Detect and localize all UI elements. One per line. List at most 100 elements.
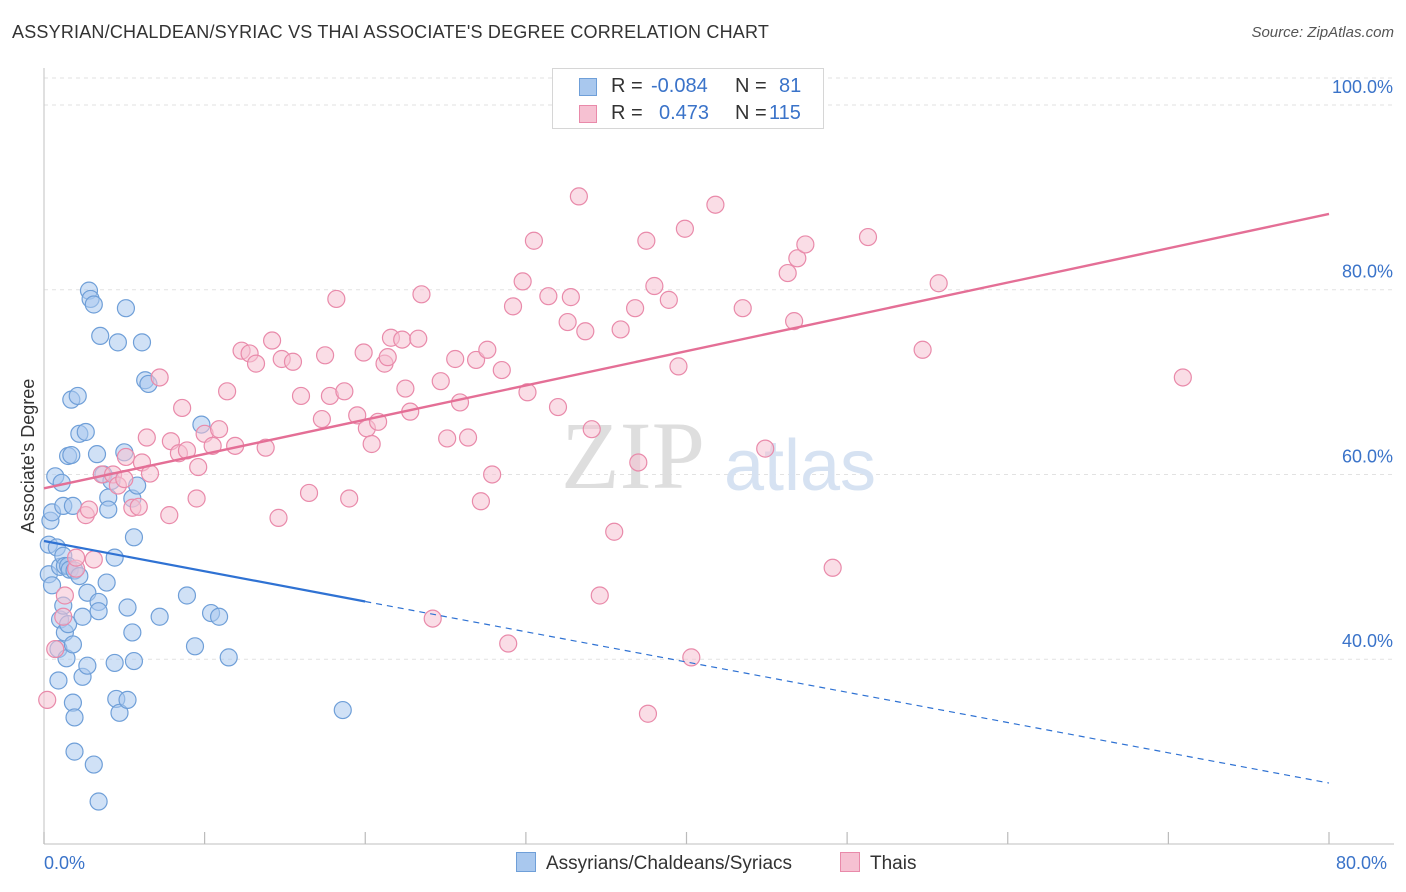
assyrians-point bbox=[76, 422, 95, 442]
assyrians-point bbox=[219, 648, 238, 667]
thais-point bbox=[209, 420, 229, 439]
bottom-legend-thais: Thais bbox=[840, 852, 916, 875]
series-thais-points bbox=[38, 187, 1192, 723]
thais-point bbox=[431, 372, 450, 391]
thais-point bbox=[611, 320, 630, 339]
assyrians-point bbox=[333, 700, 352, 720]
bottom-legend-swatch-blue bbox=[516, 852, 536, 872]
legend-swatch-pink bbox=[579, 105, 597, 123]
assyrians-point bbox=[118, 598, 137, 617]
thais-point bbox=[256, 438, 275, 457]
assyrians-point bbox=[124, 528, 144, 547]
thais-point bbox=[446, 349, 465, 369]
thais-point bbox=[645, 276, 664, 296]
thais-point bbox=[785, 312, 804, 331]
thais-point bbox=[518, 383, 537, 402]
thais-point bbox=[913, 340, 932, 359]
assyrians-point bbox=[62, 445, 81, 465]
thais-point bbox=[539, 287, 558, 306]
assyrians-point bbox=[97, 573, 116, 592]
thais-point bbox=[129, 497, 148, 516]
y-tick-label: 80.0% bbox=[1342, 262, 1393, 282]
watermark-atlas: atlas bbox=[724, 426, 876, 506]
thais-point bbox=[189, 457, 208, 477]
thais-point bbox=[269, 508, 288, 527]
legend-n-value: 81 bbox=[779, 75, 802, 97]
y-tick-labels: 40.0% 60.0% 80.0% 100.0% bbox=[1332, 77, 1393, 651]
thais-point bbox=[150, 368, 169, 387]
thais-point bbox=[466, 350, 486, 370]
thais-point bbox=[629, 453, 648, 472]
thais-point bbox=[659, 290, 678, 309]
thais-point bbox=[675, 219, 694, 238]
x-tick-label-max: 80.0% bbox=[1336, 853, 1388, 873]
thais-point bbox=[478, 340, 497, 359]
assyrians-point bbox=[150, 607, 169, 626]
assyrians-point bbox=[105, 653, 124, 673]
thais-point bbox=[38, 690, 57, 709]
bottom-legend-label: Assyrians/Chaldeans/Syriacs bbox=[546, 853, 793, 874]
trend-lines bbox=[43, 212, 1330, 784]
thais-point bbox=[582, 420, 601, 439]
thais-point bbox=[423, 609, 442, 628]
series-assyrians-points bbox=[39, 281, 352, 811]
thais-point bbox=[409, 329, 428, 348]
thais-point bbox=[788, 249, 807, 268]
thais-point bbox=[84, 550, 103, 569]
assyrians-point bbox=[118, 690, 137, 709]
thais-point bbox=[548, 397, 568, 417]
thais-point bbox=[335, 382, 354, 401]
trend-line-assyrians-dashed bbox=[365, 600, 1330, 784]
thais-point bbox=[858, 227, 878, 247]
thais-point bbox=[669, 357, 688, 376]
thais-point bbox=[312, 409, 331, 429]
bottom-legend-swatch-pink bbox=[840, 852, 860, 872]
legend-n-label: N = bbox=[735, 75, 767, 97]
assyrians-point bbox=[185, 637, 205, 656]
thais-point bbox=[450, 393, 470, 412]
thais-point bbox=[46, 639, 65, 659]
trend-line-thais bbox=[43, 212, 1330, 490]
watermark: ZIP atlas bbox=[561, 402, 876, 509]
thais-point bbox=[499, 634, 518, 653]
thais-point bbox=[137, 428, 156, 447]
thais-point bbox=[187, 489, 206, 508]
assyrians-point bbox=[73, 607, 92, 626]
thais-point bbox=[605, 522, 624, 541]
thais-point bbox=[173, 398, 192, 418]
thais-point bbox=[354, 343, 373, 362]
assyrians-point bbox=[89, 602, 108, 621]
chart-title: ASSYRIAN/CHALDEAN/SYRIAC VS THAI ASSOCIA… bbox=[12, 22, 770, 42]
thais-point bbox=[315, 346, 335, 365]
thais-point bbox=[682, 648, 701, 667]
assyrians-point bbox=[89, 792, 108, 811]
assyrians-point bbox=[49, 671, 68, 690]
thais-point bbox=[503, 297, 523, 316]
y-tick-label: 100.0% bbox=[1332, 77, 1393, 97]
thais-point bbox=[262, 331, 282, 350]
thais-point bbox=[1173, 368, 1192, 387]
thais-point bbox=[203, 436, 222, 455]
thais-point bbox=[796, 235, 815, 254]
assyrians-point bbox=[42, 576, 62, 595]
thais-point bbox=[79, 500, 99, 519]
bottom-legend-assyrians: Assyrians/Chaldeans/Syriacs bbox=[516, 852, 792, 875]
thais-point bbox=[483, 465, 502, 484]
thais-point bbox=[569, 187, 588, 206]
legend-swatch-blue bbox=[579, 78, 597, 96]
assyrians-point bbox=[91, 326, 110, 346]
thais-point bbox=[438, 429, 457, 448]
thais-point bbox=[492, 360, 511, 380]
thais-point bbox=[378, 348, 397, 367]
thais-point bbox=[558, 312, 577, 332]
assyrians-point bbox=[68, 386, 87, 406]
thais-point bbox=[625, 299, 645, 318]
x-axis-ticks bbox=[43, 832, 1330, 844]
grid-lines bbox=[44, 77, 1394, 660]
assyrians-point bbox=[105, 548, 124, 567]
thais-point bbox=[823, 558, 842, 577]
y-tick-label: 40.0% bbox=[1342, 631, 1393, 651]
thais-point bbox=[412, 285, 431, 304]
legend-n-value: 115 bbox=[769, 102, 801, 124]
